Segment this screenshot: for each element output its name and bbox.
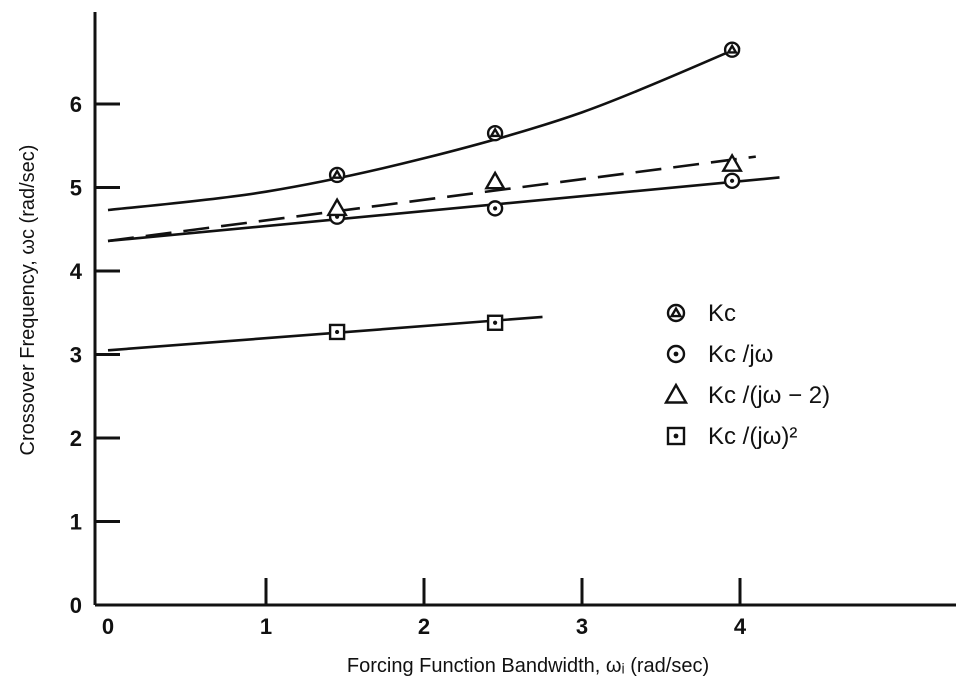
series-0-point — [486, 125, 504, 142]
legend: Kc Kc /jω Kc /(jω − 2) Kc /(jω)² — [663, 300, 830, 450]
series-3-line — [107, 315, 543, 352]
y-tick-label: 3 — [70, 343, 82, 368]
legend-marker-3 — [666, 426, 686, 446]
series-0-point — [328, 166, 346, 184]
y-tick-label: 6 — [70, 92, 82, 117]
fit-curves — [107, 46, 780, 352]
series-2-point — [484, 170, 506, 190]
series-1-line — [107, 176, 780, 243]
axes: 0 1 2 3 4 5 6 0 1 2 3 4 — [70, 12, 956, 639]
series-2-point — [326, 197, 348, 217]
series-0-line — [107, 46, 741, 212]
legend-label-2: Kc /(jω − 2) — [708, 382, 830, 409]
legend-label-0: Kc — [708, 300, 736, 327]
legend-marker-2 — [663, 382, 689, 404]
legend-label-1: Kc /jω — [708, 341, 773, 368]
series-3-point — [328, 323, 346, 341]
x-axis-title: Forcing Function Bandwidth, ωᵢ (rad/sec) — [347, 655, 709, 677]
x-tick-label: 3 — [576, 614, 588, 639]
y-tick-label: 4 — [70, 259, 83, 284]
series-2-point — [721, 152, 743, 172]
legend-label-3: Kc /(jω)² — [708, 423, 797, 450]
x-tick-label: 4 — [734, 614, 747, 639]
series-1-point — [486, 200, 504, 217]
x-tick-label: 2 — [418, 614, 430, 639]
y-tick-label: 1 — [70, 510, 82, 535]
y-tick-label: 0 — [70, 593, 82, 618]
y-axis-title: Crossover Frequency, ωc (rad/sec) — [17, 145, 39, 456]
x-tick-label: 0 — [102, 614, 114, 639]
data-markers — [326, 41, 743, 341]
series-0-point — [723, 41, 741, 58]
x-tick-label: 1 — [260, 614, 272, 639]
legend-marker-1 — [666, 344, 686, 364]
y-tick-label: 5 — [70, 176, 82, 201]
y-tick-label: 2 — [70, 426, 82, 451]
series-3-point — [486, 314, 504, 331]
series-1-point — [723, 172, 741, 190]
legend-marker-0 — [666, 303, 686, 323]
series-2-line — [107, 155, 756, 243]
